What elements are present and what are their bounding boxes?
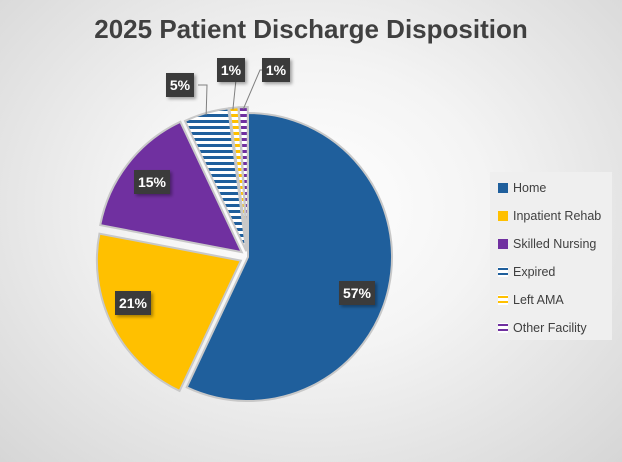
data-label-skilled-nursing: 15%	[134, 170, 170, 194]
legend-item-home: Home	[490, 174, 612, 202]
pie-slice-skilled-nursing	[99, 120, 244, 254]
legend-swatch	[498, 211, 508, 221]
legend-item-other-facility: Other Facility	[490, 314, 612, 342]
chart-title: 2025 Patient Discharge Disposition	[94, 14, 528, 44]
legend-swatch	[498, 323, 508, 333]
legend-item-inpatient-rehab: Inpatient Rehab	[490, 202, 612, 230]
data-label-home: 57%	[339, 281, 375, 305]
legend-label: Other Facility	[513, 321, 587, 335]
svg-text:15%: 15%	[138, 174, 167, 190]
data-label-left-ama: 1%	[217, 58, 245, 82]
svg-text:1%: 1%	[221, 62, 242, 78]
pie-slice-home	[185, 111, 393, 402]
legend-label: Left AMA	[513, 293, 564, 307]
legend-label: Skilled Nursing	[513, 237, 597, 251]
legend-swatch	[498, 183, 508, 193]
legend-swatch	[498, 295, 508, 305]
svg-text:57%: 57%	[343, 285, 372, 301]
svg-text:1%: 1%	[266, 62, 287, 78]
legend-item-expired: Expired	[490, 258, 612, 286]
legend-label: Home	[513, 181, 547, 195]
legend: Home Inpatient Rehab Skilled Nursing Expire…	[490, 172, 612, 340]
svg-text:21%: 21%	[119, 295, 148, 311]
data-label-inpatient-rehab: 21%	[115, 291, 151, 315]
legend-item-skilled-nursing: Skilled Nursing	[490, 230, 612, 258]
legend-swatch	[498, 267, 508, 277]
pie-slice-other-facility	[237, 106, 249, 252]
legend-swatch	[498, 239, 508, 249]
leader-line	[242, 69, 264, 110]
svg-text:5%: 5%	[170, 77, 191, 93]
data-label-other-facility: 1%	[262, 58, 290, 82]
pie-slice-inpatient-rehab	[95, 232, 243, 393]
legend-label: Inpatient Rehab	[513, 209, 602, 223]
legend-label: Expired	[513, 265, 556, 279]
leader-line	[198, 84, 208, 115]
legend-item-left-ama: Left AMA	[490, 286, 612, 314]
data-label-expired: 5%	[166, 73, 194, 97]
